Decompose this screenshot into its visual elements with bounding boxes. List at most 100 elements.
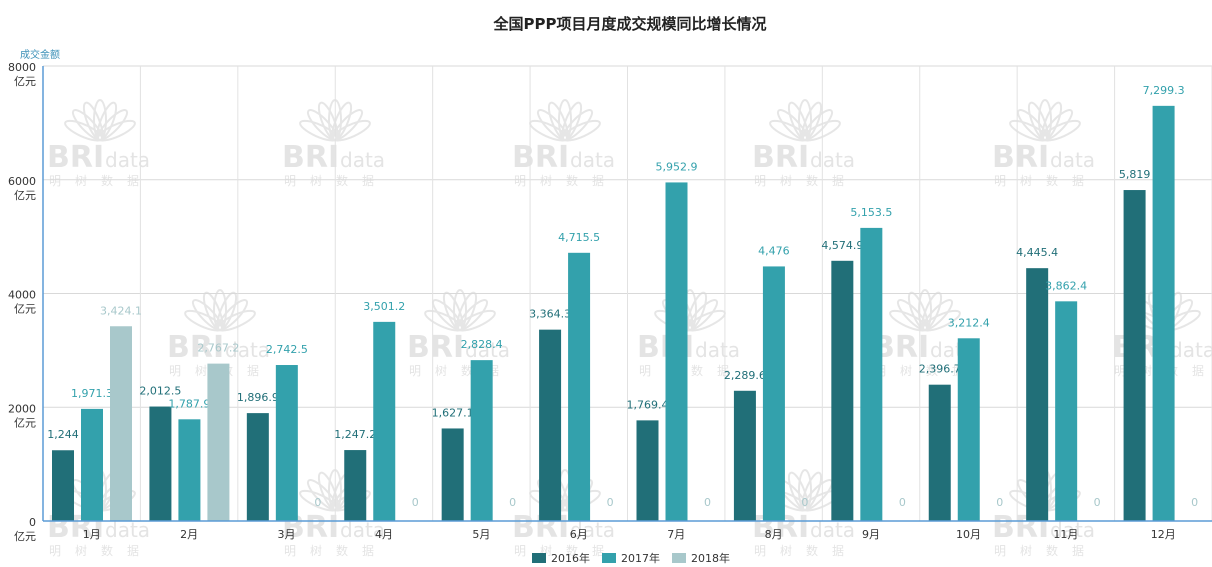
data-label: 0 — [412, 496, 419, 509]
data-label: 0 — [509, 496, 516, 509]
data-label: 3,424.1 — [100, 304, 142, 317]
chart-title: 全国PPP项目月度成交规模同比增长情况 — [493, 15, 767, 33]
legend-swatch — [602, 553, 616, 563]
bar — [665, 182, 688, 521]
data-label: 3,364.3 — [529, 308, 571, 321]
watermark-cn: 明树数据 — [409, 363, 513, 378]
data-label: 0 — [899, 496, 906, 509]
bar — [539, 329, 562, 521]
watermark-brand2: data — [1050, 148, 1095, 172]
x-tick-label: 8月 — [765, 528, 783, 541]
bar — [373, 321, 396, 521]
watermark-brand2: data — [340, 518, 385, 542]
x-tick-label: 10月 — [956, 528, 981, 541]
x-tick-label: 9月 — [862, 528, 880, 541]
data-label: 5,819 — [1119, 168, 1151, 181]
data-label: 4,715.5 — [558, 231, 600, 244]
bar — [928, 384, 951, 521]
data-label: 0 — [801, 496, 808, 509]
bar — [149, 406, 172, 521]
bar — [636, 420, 659, 521]
data-label: 4,574.9 — [821, 239, 863, 252]
watermark-brand2: data — [810, 148, 855, 172]
data-label: 0 — [607, 496, 614, 509]
bars-layer: 1,244 1,971.3 3,424.1 1月 2,012.51,787.9 2,767… — [47, 84, 1198, 541]
y-tick-unit: 亿元 — [14, 303, 36, 316]
watermark-brand: BRI — [512, 140, 569, 175]
watermark-brand: BRI — [167, 330, 224, 365]
watermark-cn: 明树数据 — [754, 173, 858, 188]
legend-item-label: 2017年 — [621, 551, 660, 565]
watermark-brand: BRI — [282, 140, 339, 175]
data-label: 5,153.5 — [850, 206, 892, 219]
bar — [441, 428, 464, 521]
bar — [178, 419, 201, 521]
watermark-petal — [97, 119, 136, 142]
data-label: 1,971.3 — [71, 387, 113, 400]
bar — [344, 450, 367, 521]
data-label: 5,952.9 — [656, 160, 698, 173]
watermark-petal — [802, 119, 841, 142]
bar — [246, 413, 269, 521]
watermark-cn: 明树数据 — [514, 173, 618, 188]
watermark-cn: 明树数据 — [994, 173, 1098, 188]
data-label: 0 — [704, 496, 711, 509]
watermark-cn: 明树数据 — [994, 543, 1098, 558]
x-tick-label: 4月 — [375, 528, 393, 541]
x-tick-label: 2月 — [180, 528, 198, 541]
bar — [860, 227, 883, 521]
data-label: 4,476 — [758, 244, 790, 257]
watermark-cn: 明树数据 — [49, 173, 153, 188]
data-label: 3,862.4 — [1045, 279, 1087, 292]
data-label: 2,828.4 — [461, 338, 503, 351]
bar — [207, 363, 230, 521]
data-label: 2,289.6 — [724, 369, 766, 382]
data-label: 1,787.9 — [168, 397, 210, 410]
y-tick-unit: 亿元 — [14, 75, 36, 88]
x-tick-label: 6月 — [570, 528, 588, 541]
watermark-cn: 明树数据 — [284, 543, 388, 558]
watermark-cn: 明树数据 — [874, 363, 978, 378]
bar — [733, 390, 756, 521]
legend: 2016年 2017年 2018年 — [532, 551, 730, 565]
data-label: 2,742.5 — [266, 343, 308, 356]
watermark-brand: BRI — [752, 140, 809, 175]
watermark-brand: BRI — [47, 140, 104, 175]
data-label: 2,012.5 — [139, 385, 181, 398]
watermark-brand2: data — [105, 148, 150, 172]
watermark-brand2: data — [570, 518, 615, 542]
bar — [1123, 190, 1146, 521]
x-tick-label: 11月 — [1053, 528, 1078, 541]
y-tick-unit: 亿元 — [14, 530, 36, 543]
x-tick-label: 12月 — [1151, 528, 1176, 541]
watermark-cn: 明树数据 — [284, 173, 388, 188]
watermark-petal — [1042, 119, 1081, 142]
data-label: 0 — [1094, 496, 1101, 509]
y-tick-label: 4000 — [8, 289, 36, 302]
watermark-petal — [457, 309, 496, 332]
watermark-brand2: data — [225, 338, 270, 362]
watermark-brand: BRI — [992, 140, 1049, 175]
bar — [831, 260, 854, 521]
data-label: 0 — [1191, 496, 1198, 509]
data-label: 1,247.2 — [334, 428, 376, 441]
watermark-brand: BRI — [407, 330, 464, 365]
watermark-brand2: data — [810, 518, 855, 542]
y-tick-unit: 亿元 — [14, 416, 36, 429]
watermark-brand2: data — [340, 148, 385, 172]
data-label: 1,896.9 — [237, 391, 279, 404]
x-tick-label: 7月 — [667, 528, 685, 541]
y-tick-label: 8000 — [8, 61, 36, 74]
bar — [110, 326, 132, 521]
watermark-brand2: data — [695, 338, 740, 362]
bar — [762, 266, 785, 521]
y-tick-unit: 亿元 — [14, 189, 36, 202]
